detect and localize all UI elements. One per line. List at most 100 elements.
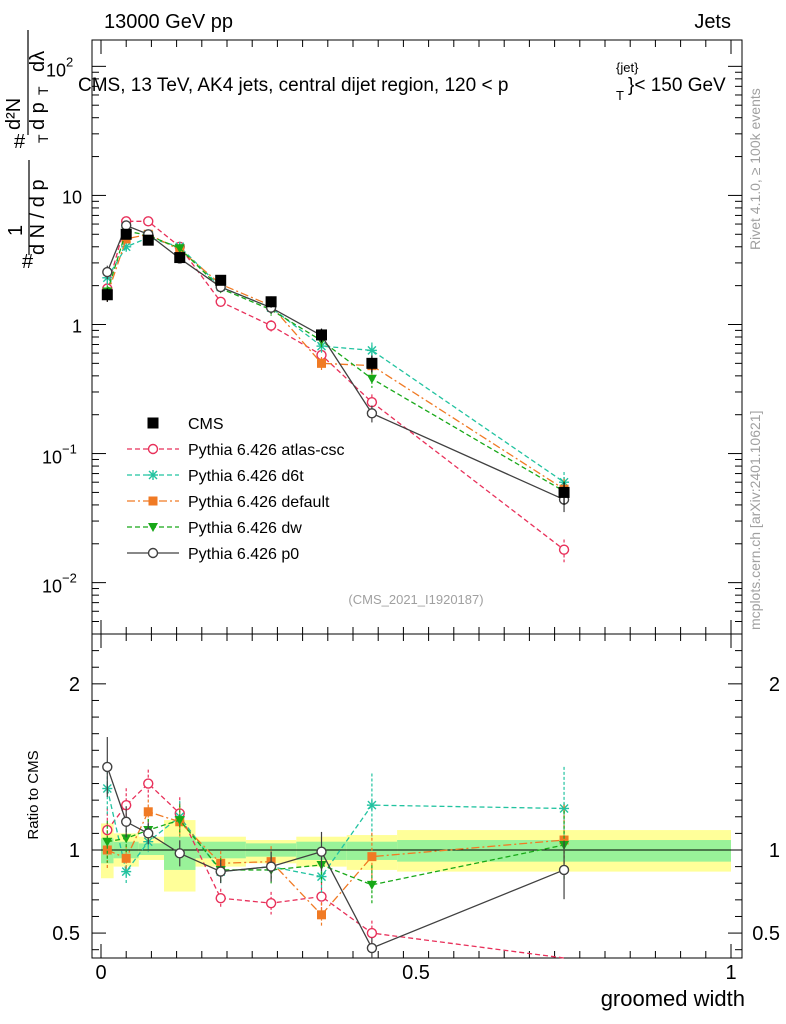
line-d6t [106,788,565,878]
y-title-hash1: # [22,251,34,273]
point-p0 [265,861,277,872]
main-ytick-label: 1 [72,316,82,336]
point-atlas_csc [265,897,277,909]
point-dw [174,816,185,826]
legend-label-d6t: Pythia 6.426 d6t [188,468,304,485]
point-d6t-stroke [121,242,131,252]
x-axis-label: groomed width [601,986,745,1011]
ratio-ytick-label: 0.5 [52,923,80,945]
plot-title-end: }< 150 GeV [628,75,726,96]
side-label-rivet: Rivet 4.1.0, ≥ 100k events [747,88,763,250]
point-cms [215,274,227,286]
main-ytick-label-exp: −1 [62,442,77,457]
plot-title-sub: T [616,88,624,103]
series-p0 [102,220,570,513]
point-default [102,845,112,855]
main-plot-series [101,216,570,563]
main-ytick-label: 10 [42,448,62,468]
point-atlas_csc [366,927,378,939]
plot-title-main: CMS, 13 TeV, AK4 jets, central dijet reg… [78,75,508,96]
point-atlas_csc [366,397,378,408]
point-d6t-stroke [317,872,326,882]
point-default [559,835,569,845]
point-p0 [316,846,327,857]
point-d6t [366,800,377,811]
ratio-ytick-label-right: 1 [769,840,780,862]
legend: CMS Pythia 6.426 atlas-csc Pythia 6.426 d6… [127,416,345,563]
main-ytick-label: 10 [42,577,62,597]
series-cms [101,228,570,505]
point-dw [102,837,113,847]
point-atlas_csc [143,216,154,227]
point-d6t [366,345,377,356]
point-default [317,910,326,920]
legend-marker-cms [147,417,159,429]
point-cms [142,234,154,246]
point-p0 [366,942,378,954]
y-title-dp: d p [27,102,49,130]
legend-marker-atlas_csc [147,443,159,455]
series-atlas_csc [102,216,570,563]
point-cms [366,357,378,369]
legend-label-atlas_csc: Pythia 6.426 atlas-csc [188,442,345,459]
legend-marker-default [148,496,158,506]
point-p0 [102,761,113,773]
ratio-y-label: Ratio to CMS [25,750,42,839]
legend-marker-d6t [148,470,158,480]
ratio-ytick-label-right: 2 [769,674,780,696]
main-ytick-label-exp: −2 [62,571,77,586]
y-title-dlambda: dλ [27,51,49,72]
legend-marker-d6t-stroke [148,470,158,480]
legend-marker-dw [148,523,158,532]
series-dw [102,226,570,504]
point-p0 [366,408,378,419]
point-atlas_csc [265,320,277,331]
point-d6t-stroke [367,345,377,355]
line-d6t [106,237,565,483]
ratio-xtick-label: 0.5 [402,962,430,984]
ratio-ytick-label: 1 [69,840,80,862]
y-title-hash2: # [14,131,26,153]
ratio-xtick-label: 1 [725,962,736,984]
point-atlas_csc [558,544,570,555]
point-p0 [143,828,154,839]
main-ytick-label-exp: 2 [66,54,73,69]
y-axis-title-main: # 1 d N / d p T # d²N d p T dλ [3,30,51,273]
point-p0 [120,816,132,827]
series-p0 [102,737,570,958]
band-inner-7 [346,841,398,860]
point-default [121,853,131,863]
legend-entry-dw: Pythia 6.426 dw [127,520,302,537]
band-inner-2 [138,843,164,855]
point-dw [366,880,377,890]
point-d6t-stroke [367,800,377,810]
legend-marker-p0 [147,547,159,559]
legend-label-default: Pythia 6.426 default [188,494,330,511]
point-cms [558,486,570,498]
point-cms [265,296,277,308]
point-dw [121,834,132,844]
point-p0 [174,848,185,859]
legend-entry-atlas_csc: Pythia 6.426 atlas-csc [127,442,345,459]
ratio-ytick-label-right: 0.5 [752,923,780,945]
ratio-ytick-label: 2 [69,674,80,696]
point-d6t-stroke [559,803,569,813]
point-dw [366,374,377,384]
y-title-num: d²N [3,98,25,130]
legend-entry-d6t: Pythia 6.426 d6t [127,468,304,485]
ratio-xtick-label: 0 [95,962,106,984]
point-default [317,358,326,368]
point-atlas_csc [215,892,226,904]
point-dw [174,244,185,254]
point-d6t-stroke [121,867,131,877]
ratio-uncertainty-bands [101,820,731,892]
y-title-one: 1 [5,225,27,236]
point-cms [174,252,186,264]
watermark: (CMS_2021_I1920187) [348,592,483,607]
legend-entry-cms: CMS [147,416,224,433]
side-label-mcplots: mcplots.cern.ch [arXiv:2401.10621] [747,411,763,630]
point-p0 [102,266,113,278]
main-ytick-label: 10 [46,60,66,80]
y-title-dp-sub: T [35,86,51,95]
point-cms [316,329,327,341]
